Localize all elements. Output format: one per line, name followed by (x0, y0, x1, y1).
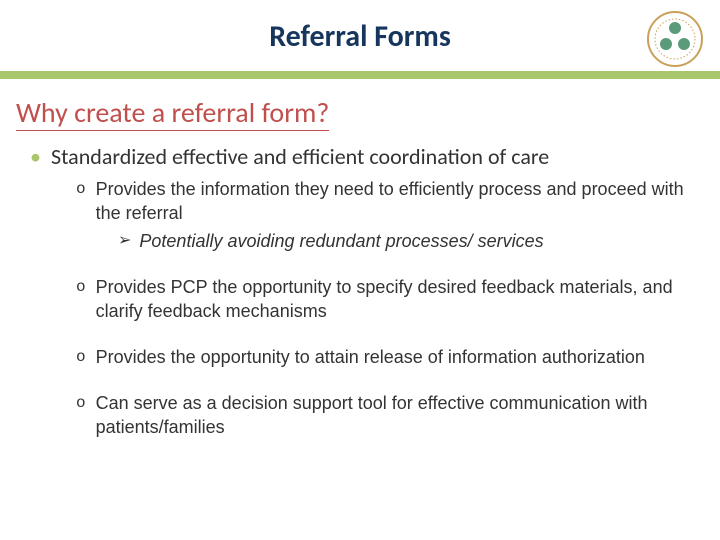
logo-badge-icon (646, 10, 704, 68)
bullet-text: Potentially avoiding redundant processes… (139, 229, 543, 253)
bullet-text: Provides the opportunity to attain relea… (96, 345, 645, 369)
bullet-text: Provides the information they need to ef… (96, 177, 700, 225)
bullet-marker-icon: • (30, 143, 41, 171)
bullet-marker-icon: o (76, 275, 86, 299)
bullet-marker-icon: o (76, 391, 86, 415)
bullet-level1: • Standardized effective and efficient c… (30, 143, 700, 171)
bullet-text: Can serve as a decision support tool for… (96, 391, 700, 439)
bullet-marker-icon: ➢ (118, 229, 131, 253)
slide-content: Why create a referral form? • Standardiz… (0, 79, 720, 439)
slide-title: Referral Forms (0, 18, 720, 55)
bullet-level3: ➢ Potentially avoiding redundant process… (118, 229, 700, 253)
section-subtitle: Why create a referral form? (16, 95, 329, 131)
bullet-marker-icon: o (76, 345, 86, 369)
bullet-text: Standardized effective and efficient coo… (51, 143, 549, 171)
bullet-level2: o Can serve as a decision support tool f… (76, 391, 700, 439)
bullet-marker-icon: o (76, 177, 86, 201)
bullet-level2: o Provides the opportunity to attain rel… (76, 345, 700, 369)
bullet-level2: o Provides the information they need to … (76, 177, 700, 225)
bullet-level2: o Provides PCP the opportunity to specif… (76, 275, 700, 323)
slide-header: Referral Forms (0, 0, 720, 65)
bullet-text: Provides PCP the opportunity to specify … (96, 275, 700, 323)
accent-divider (0, 71, 720, 79)
